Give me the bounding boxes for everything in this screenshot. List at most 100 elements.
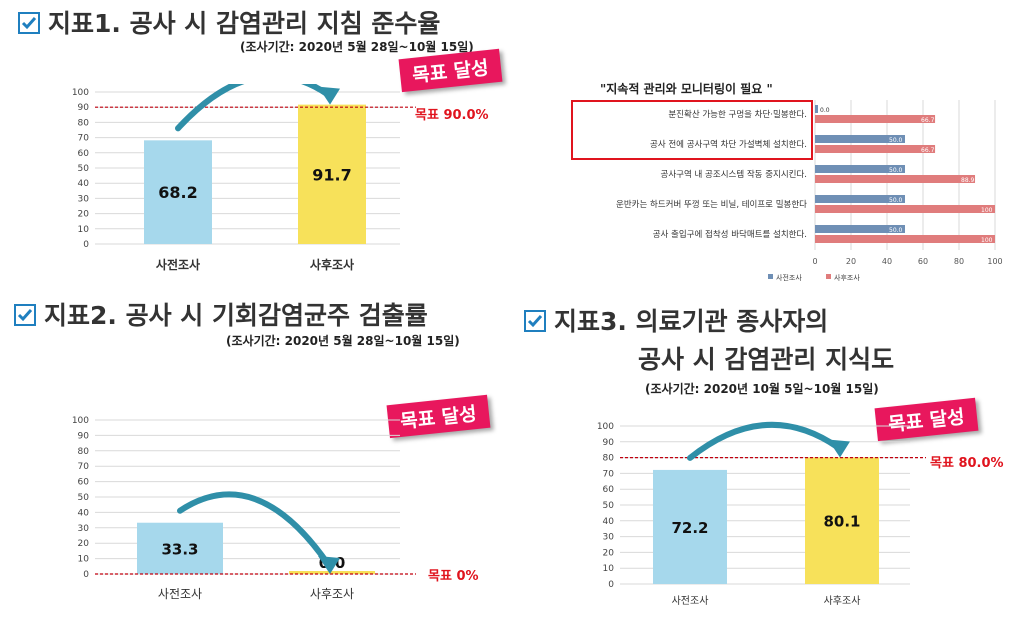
bar-post [298,104,366,244]
y-tick-label: 30 [78,524,90,534]
bar-pre [815,165,905,173]
chart4-title: "지속적 관리와 모니터링이 필요 " [600,82,773,96]
bar-post [805,457,879,584]
indicator1-period: (조사기간: 2020년 5월 28일~10월 15일) [240,40,474,54]
y-tick-label: 50 [78,164,90,174]
indicator3-title-line1: 지표3. 의료기관 종사자의 [524,302,828,338]
bar-post [815,235,995,243]
category-label: 사전조사 [158,587,202,601]
chart4: 0 20 40 60 80 100 분진확산 가능한 구멍을 차단·밀봉한다. 0.0 66.7… [571,100,1003,282]
bar-post [815,145,936,153]
category-label: 사후조사 [310,257,354,272]
indicator1-title: 지표1. 공사 시 감염관리 지침 준수율 [18,4,440,40]
bar-pre [144,140,212,244]
x-tick-label: 60 [918,257,928,266]
category-label: 공사 전에 공사구역 차단 가설벽체 설치한다. [650,139,807,150]
bar-pre [815,195,905,203]
trend-arrow [177,491,331,567]
y-tick-label: 10 [78,555,90,565]
y-tick-label: 100 [597,422,614,432]
y-tick-label: 60 [603,485,615,495]
y-tick-label: 10 [603,564,615,574]
y-tick-label: 100 [72,88,89,98]
trend-arrow [175,84,331,132]
y-tick-label: 70 [603,469,615,479]
indicator2-title-text: 지표2. 공사 시 기회감염균주 검출률 [44,301,428,330]
indicator3-title-line2: 공사 시 감염관리 지식도 [638,345,895,374]
indicator2-title: 지표2. 공사 시 기회감염균주 검출률 [14,296,428,332]
bar-value-label: 50.0 [889,197,903,204]
checkbox-icon [18,12,40,34]
y-tick-label: 10 [78,225,90,235]
y-tick-label: 80 [603,454,615,464]
y-tick-label: 0 [83,240,89,250]
y-tick-label: 50 [603,501,615,511]
indicator2-target-label: 목표 0% [428,569,479,584]
x-tick-label: 0 [812,257,817,266]
bar-value-label: 88.9 [961,177,975,184]
bar-value-label: 50.0 [889,137,903,144]
y-tick-label: 20 [78,210,90,220]
x-tick-label: 40 [882,257,892,266]
bar-value-label: 100 [981,207,993,214]
indicator3-title-text: 지표3. 의료기관 종사자의 [554,307,829,336]
y-tick-label: 90 [78,431,90,441]
category-label: 분진확산 가능한 구멍을 차단·밀봉한다. [668,109,807,120]
category-label: 공사구역 내 공조시스템 작동 중지시킨다. [661,169,807,180]
indicator1-target-label: 목표 90.0% [415,108,489,123]
y-tick-label: 80 [78,447,90,457]
indicator1-title-text: 지표1. 공사 시 감염관리 지침 준수율 [48,9,441,38]
y-tick-label: 20 [78,539,90,549]
bar-pre [815,105,818,113]
y-tick-label: 90 [78,103,90,113]
bar-pre [653,469,727,584]
y-tick-label: 50 [78,493,90,503]
indicator3-target-label: 목표 80.0% [930,456,1004,471]
bar-pre [137,522,223,574]
bar-pre [815,135,905,143]
checkbox-icon [14,304,36,326]
bar-post [815,205,995,213]
trend-arrow-head [828,439,850,458]
legend-swatch-post [826,274,831,279]
bar-value-label: 91.7 [312,165,351,184]
y-tick-label: 80 [78,118,90,128]
bar-value-label: 100 [981,237,993,244]
bar-value-label: 50.0 [889,227,903,234]
y-tick-label: 60 [78,478,90,488]
indicator3-period: (조사기간: 2020년 10월 5일~10월 15일) [645,382,879,396]
bar-value-label: 50.0 [889,167,903,174]
bar-value-label: 80.1 [823,513,860,531]
bar-value-label: 68.2 [158,183,197,202]
y-tick-label: 90 [603,438,615,448]
y-tick-label: 30 [78,194,90,204]
legend-label: 사전조사 [776,273,802,282]
category-label: 운반카는 하드커버 뚜껑 또는 비닐, 테이프로 밀봉한다 [616,199,807,210]
y-tick-label: 60 [78,149,90,159]
y-tick-label: 0 [83,570,89,580]
x-tick-label: 20 [846,257,856,266]
y-tick-label: 70 [78,462,90,472]
bar-value-label: 66.7 [921,117,935,124]
chart1: 0 10 20 30 40 50 60 70 80 90 100 68.2 사전조사 91.7 사후조사 [72,84,416,272]
y-tick-label: 40 [603,517,615,527]
category-label: 사전조사 [672,595,709,607]
y-tick-label: 40 [78,179,90,189]
x-tick-label: 100 [987,257,1002,266]
category-label: 사후조사 [824,595,861,607]
checkbox-icon [524,310,546,332]
bar-pre [815,225,905,233]
category-label: 공사 출입구에 접착성 바닥매트를 설치한다. [653,229,807,240]
y-tick-label: 30 [603,533,615,543]
y-tick-label: 20 [603,548,615,558]
trend-arrow-head [318,556,340,574]
x-tick-label: 80 [954,257,964,266]
y-tick-label: 40 [78,508,90,518]
y-tick-label: 70 [78,134,90,144]
category-label: 사후조사 [310,587,354,601]
bar-post [815,115,936,123]
y-tick-label: 0 [608,580,614,590]
trend-arrow-head [318,86,340,105]
legend-label: 사후조사 [834,273,860,282]
